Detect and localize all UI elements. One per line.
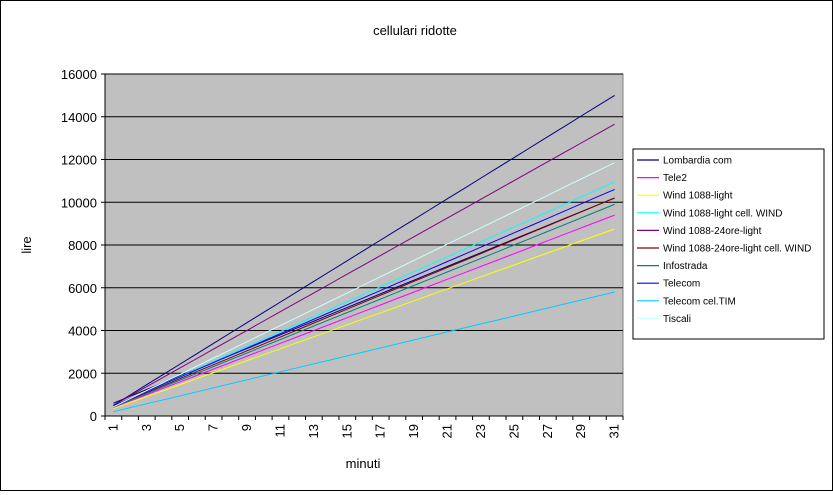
- axes: [101, 73, 624, 420]
- series-line-2: [113, 214, 615, 408]
- x-tick-label: 7: [206, 424, 221, 431]
- x-tick-label: 3: [139, 424, 154, 431]
- x-tick-label: 11: [272, 424, 287, 438]
- chart-title: cellulari ridotte: [373, 23, 457, 38]
- x-axis-label: minuti: [346, 456, 381, 471]
- x-tick-label: 29: [573, 424, 588, 438]
- x-tick-label: 17: [373, 424, 388, 438]
- y-tick-label: 0: [90, 409, 97, 424]
- series-line-6: [113, 197, 615, 407]
- legend-label: Infostrada: [663, 261, 708, 272]
- y-tick-label: 12000: [61, 153, 97, 168]
- legend-label: Wind 1088-light: [663, 191, 733, 202]
- series-line-10: [113, 162, 615, 408]
- legend-label: Wind 1088-24ore-light: [663, 226, 762, 237]
- y-tick-label: 6000: [68, 281, 97, 296]
- x-tick-label: 25: [506, 424, 521, 438]
- x-tick-label: 23: [473, 424, 488, 438]
- legend-label: Telecom cel.TIM: [663, 296, 736, 307]
- series-line-extra: [113, 94, 615, 406]
- gridlines: [105, 73, 623, 374]
- x-tick-label: 13: [306, 424, 321, 438]
- y-tick-label: 10000: [61, 195, 97, 210]
- y-tick-label: 16000: [61, 67, 97, 82]
- x-tick-label: 31: [607, 424, 622, 438]
- series-line-4: [113, 181, 615, 407]
- legend-label: Wind 1088-24ore-light cell. WIND: [663, 244, 811, 255]
- series-line-3: [113, 228, 615, 409]
- series-line-7: [113, 203, 615, 408]
- series-line-8: [113, 188, 615, 407]
- x-tick-label: 21: [440, 424, 455, 438]
- legend-label: Tiscali: [663, 314, 691, 325]
- y-tick-labels: 0 2000 4000 6000 8000 10000 12000 14000 16000: [61, 67, 97, 424]
- y-tick-label: 14000: [61, 110, 97, 125]
- y-tick-label: 4000: [68, 324, 97, 339]
- x-tick-label: 9: [239, 424, 254, 431]
- legend-label: Tele2: [663, 173, 687, 184]
- legend: Lombardia com Tele2 Wind 1088-light Wind 10…: [632, 148, 825, 340]
- series-lines: [113, 94, 615, 413]
- legend-label: Wind 1088-light cell. WIND: [663, 208, 782, 219]
- y-tick-label: 2000: [68, 366, 97, 381]
- x-tick-label: 5: [172, 424, 187, 431]
- legend-box: [632, 148, 825, 340]
- x-tick-label: 19: [406, 424, 421, 438]
- series-line-9: [113, 291, 615, 413]
- x-tick-label: 15: [339, 424, 354, 438]
- series-line-5: [113, 123, 615, 406]
- x-tick-label: 27: [540, 424, 555, 438]
- y-tick-label: 8000: [68, 238, 97, 253]
- legend-label: Lombardia com: [663, 156, 732, 167]
- x-tick-labels: 1 3 5 7 9 11 13 15 17 19 21 23 25 27 29 31: [105, 424, 621, 438]
- x-tick-label: 1: [105, 424, 120, 431]
- y-axis-label: lire: [19, 236, 34, 253]
- legend-label: Telecom: [663, 279, 700, 290]
